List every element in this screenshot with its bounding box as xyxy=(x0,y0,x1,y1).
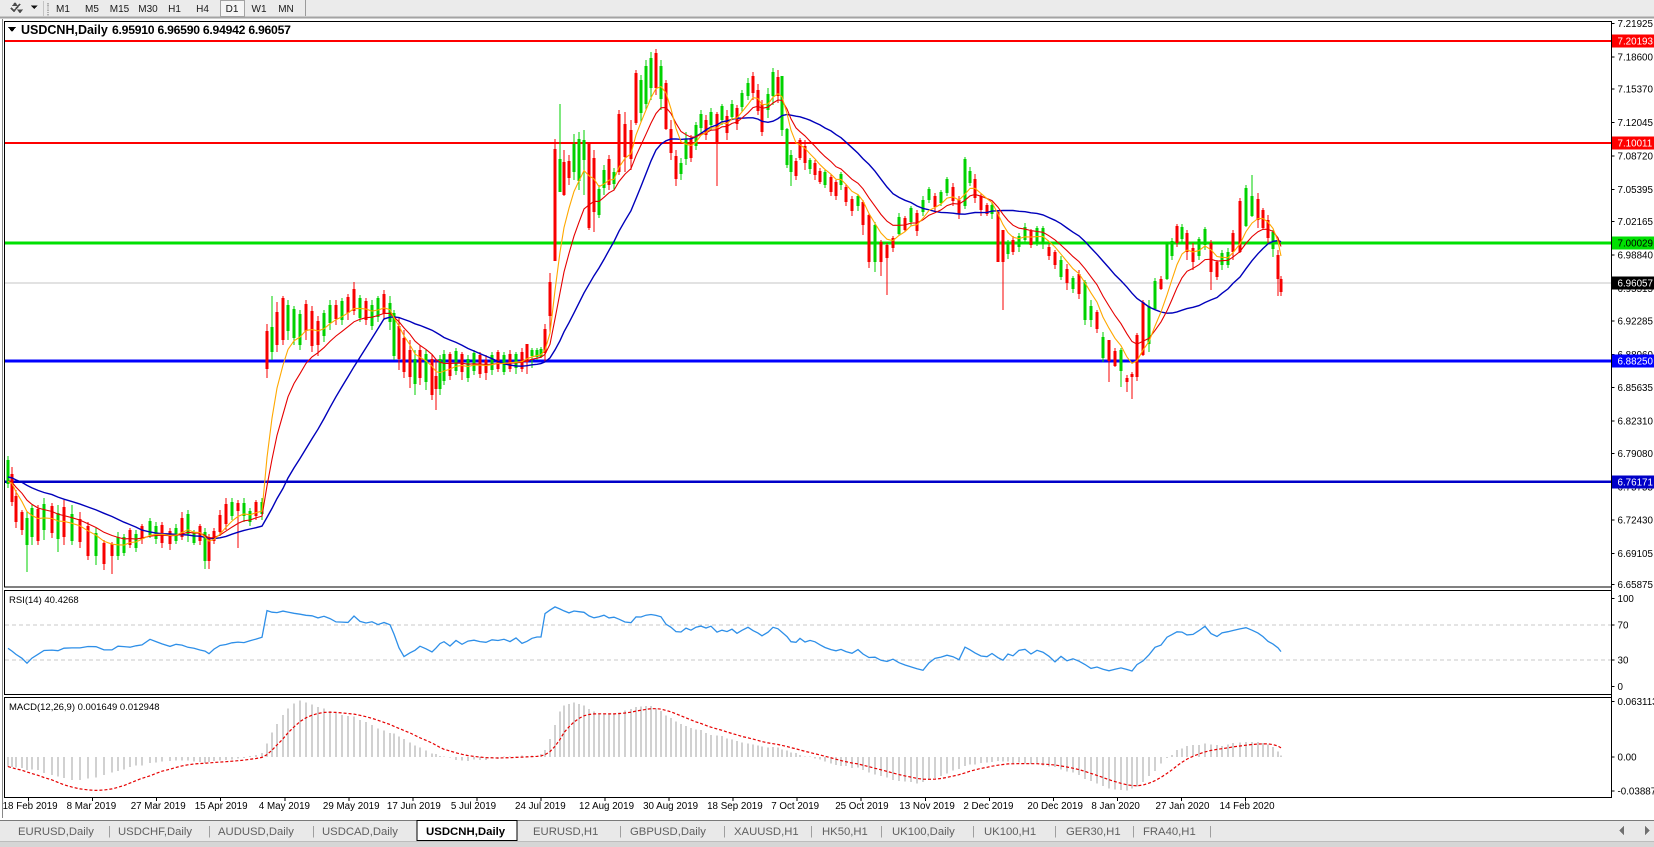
svg-text:W1: W1 xyxy=(252,4,267,15)
svg-text:HK50,H1: HK50,H1 xyxy=(822,826,868,838)
svg-text:25 Oct 2019: 25 Oct 2019 xyxy=(835,801,888,812)
svg-text:M30: M30 xyxy=(138,4,158,15)
svg-text:2 Dec 2019: 2 Dec 2019 xyxy=(963,801,1013,812)
svg-text:UK100,Daily: UK100,Daily xyxy=(892,826,955,838)
svg-text:EURUSD,Daily: EURUSD,Daily xyxy=(18,826,94,838)
svg-text:D1: D1 xyxy=(226,4,239,15)
svg-text:GER30,H1: GER30,H1 xyxy=(1066,826,1121,838)
svg-text:6.88250: 6.88250 xyxy=(1618,356,1654,367)
svg-text:|: | xyxy=(1054,826,1057,838)
svg-text:6.92285: 6.92285 xyxy=(1618,316,1654,327)
svg-text:MACD(12,26,9) 0.001649 0.01294: MACD(12,26,9) 0.001649 0.012948 xyxy=(9,702,160,713)
svg-text:7 Oct 2019: 7 Oct 2019 xyxy=(771,801,819,812)
svg-text:6.76171: 6.76171 xyxy=(1618,477,1653,488)
svg-text:|: | xyxy=(1209,826,1212,838)
svg-text:8 Jan 2020: 8 Jan 2020 xyxy=(1091,801,1140,812)
svg-text:6.65875: 6.65875 xyxy=(1618,580,1654,591)
svg-text:M1: M1 xyxy=(56,4,70,15)
svg-text:7.20193: 7.20193 xyxy=(1618,36,1654,47)
svg-text:6.96057: 6.96057 xyxy=(1618,279,1653,290)
svg-text:6.79080: 6.79080 xyxy=(1618,449,1654,460)
svg-text:5 Jul 2019: 5 Jul 2019 xyxy=(451,801,496,812)
svg-text:0.063113: 0.063113 xyxy=(1618,697,1654,708)
svg-text:30 Aug 2019: 30 Aug 2019 xyxy=(643,801,698,812)
svg-text:USDCAD,Daily: USDCAD,Daily xyxy=(322,826,398,838)
svg-text:-0.038872: -0.038872 xyxy=(1618,787,1654,798)
svg-text:6.98840: 6.98840 xyxy=(1618,251,1654,262)
svg-text:7.21925: 7.21925 xyxy=(1618,19,1654,30)
svg-text:27 Mar 2019: 27 Mar 2019 xyxy=(131,801,186,812)
svg-text:100: 100 xyxy=(1618,594,1635,605)
svg-text:|: | xyxy=(723,826,726,838)
svg-text:30: 30 xyxy=(1618,656,1629,667)
svg-text:RSI(14) 40.4268: RSI(14) 40.4268 xyxy=(9,595,79,606)
svg-text:|: | xyxy=(880,826,883,838)
svg-text:|: | xyxy=(972,826,975,838)
svg-text:14 Feb 2020: 14 Feb 2020 xyxy=(1220,801,1276,812)
svg-text:EURUSD,H1: EURUSD,H1 xyxy=(533,826,598,838)
svg-text:7.10011: 7.10011 xyxy=(1618,139,1653,150)
svg-text:70: 70 xyxy=(1618,620,1629,631)
svg-text:4 May 2019: 4 May 2019 xyxy=(259,801,310,812)
svg-text:6.95910 6.96590 6.94942 6.9605: 6.95910 6.96590 6.94942 6.96057 xyxy=(112,23,291,37)
svg-text:12 Aug 2019: 12 Aug 2019 xyxy=(579,801,634,812)
svg-text:7.12045: 7.12045 xyxy=(1618,118,1654,129)
svg-text:H4: H4 xyxy=(196,4,209,15)
svg-text:8 Mar 2019: 8 Mar 2019 xyxy=(67,801,117,812)
svg-text:6.69105: 6.69105 xyxy=(1618,549,1654,560)
svg-text:7.08720: 7.08720 xyxy=(1618,152,1654,163)
svg-text:7.00029: 7.00029 xyxy=(1618,239,1653,250)
svg-text:15 Apr 2019: 15 Apr 2019 xyxy=(195,801,248,812)
svg-text:|: | xyxy=(312,826,315,838)
svg-text:GBPUSD,Daily: GBPUSD,Daily xyxy=(630,826,706,838)
svg-text:7.18600: 7.18600 xyxy=(1618,52,1654,63)
svg-text:17 Jun 2019: 17 Jun 2019 xyxy=(387,801,441,812)
svg-text:18 Sep 2019: 18 Sep 2019 xyxy=(707,801,763,812)
svg-text:|: | xyxy=(1132,826,1135,838)
svg-text:H1: H1 xyxy=(168,4,181,15)
svg-text:7.02165: 7.02165 xyxy=(1618,217,1654,228)
svg-text:M5: M5 xyxy=(85,4,99,15)
svg-text:29 May 2019: 29 May 2019 xyxy=(323,801,380,812)
svg-text:M15: M15 xyxy=(110,4,130,15)
svg-text:UK100,H1: UK100,H1 xyxy=(984,826,1036,838)
svg-text:USDCNH,Daily: USDCNH,Daily xyxy=(21,23,108,37)
svg-text:7.15370: 7.15370 xyxy=(1618,85,1654,96)
svg-text:6.82310: 6.82310 xyxy=(1618,417,1654,428)
svg-text:24 Jul 2019: 24 Jul 2019 xyxy=(515,801,566,812)
svg-text:|: | xyxy=(810,826,813,838)
svg-text:USDCNH,Daily: USDCNH,Daily xyxy=(426,826,506,838)
svg-text:|: | xyxy=(208,826,211,838)
svg-text:18 Feb 2019: 18 Feb 2019 xyxy=(3,801,58,812)
svg-text:MN: MN xyxy=(278,4,294,15)
svg-text:13 Nov 2019: 13 Nov 2019 xyxy=(899,801,955,812)
svg-text:USDCHF,Daily: USDCHF,Daily xyxy=(118,826,192,838)
svg-text:6.72430: 6.72430 xyxy=(1618,516,1654,527)
svg-text:20 Dec 2019: 20 Dec 2019 xyxy=(1027,801,1083,812)
svg-text:0.00: 0.00 xyxy=(1618,753,1638,764)
svg-text:0: 0 xyxy=(1618,682,1624,693)
svg-text:FRA40,H1: FRA40,H1 xyxy=(1143,826,1196,838)
svg-text:AUDUSD,Daily: AUDUSD,Daily xyxy=(218,826,294,838)
svg-text:6.85635: 6.85635 xyxy=(1618,383,1654,394)
svg-text:|: | xyxy=(619,826,622,838)
svg-text:27 Jan 2020: 27 Jan 2020 xyxy=(1156,801,1210,812)
svg-text:XAUUSD,H1: XAUUSD,H1 xyxy=(734,826,799,838)
svg-text:|: | xyxy=(108,826,111,838)
svg-text:7.05395: 7.05395 xyxy=(1618,185,1654,196)
